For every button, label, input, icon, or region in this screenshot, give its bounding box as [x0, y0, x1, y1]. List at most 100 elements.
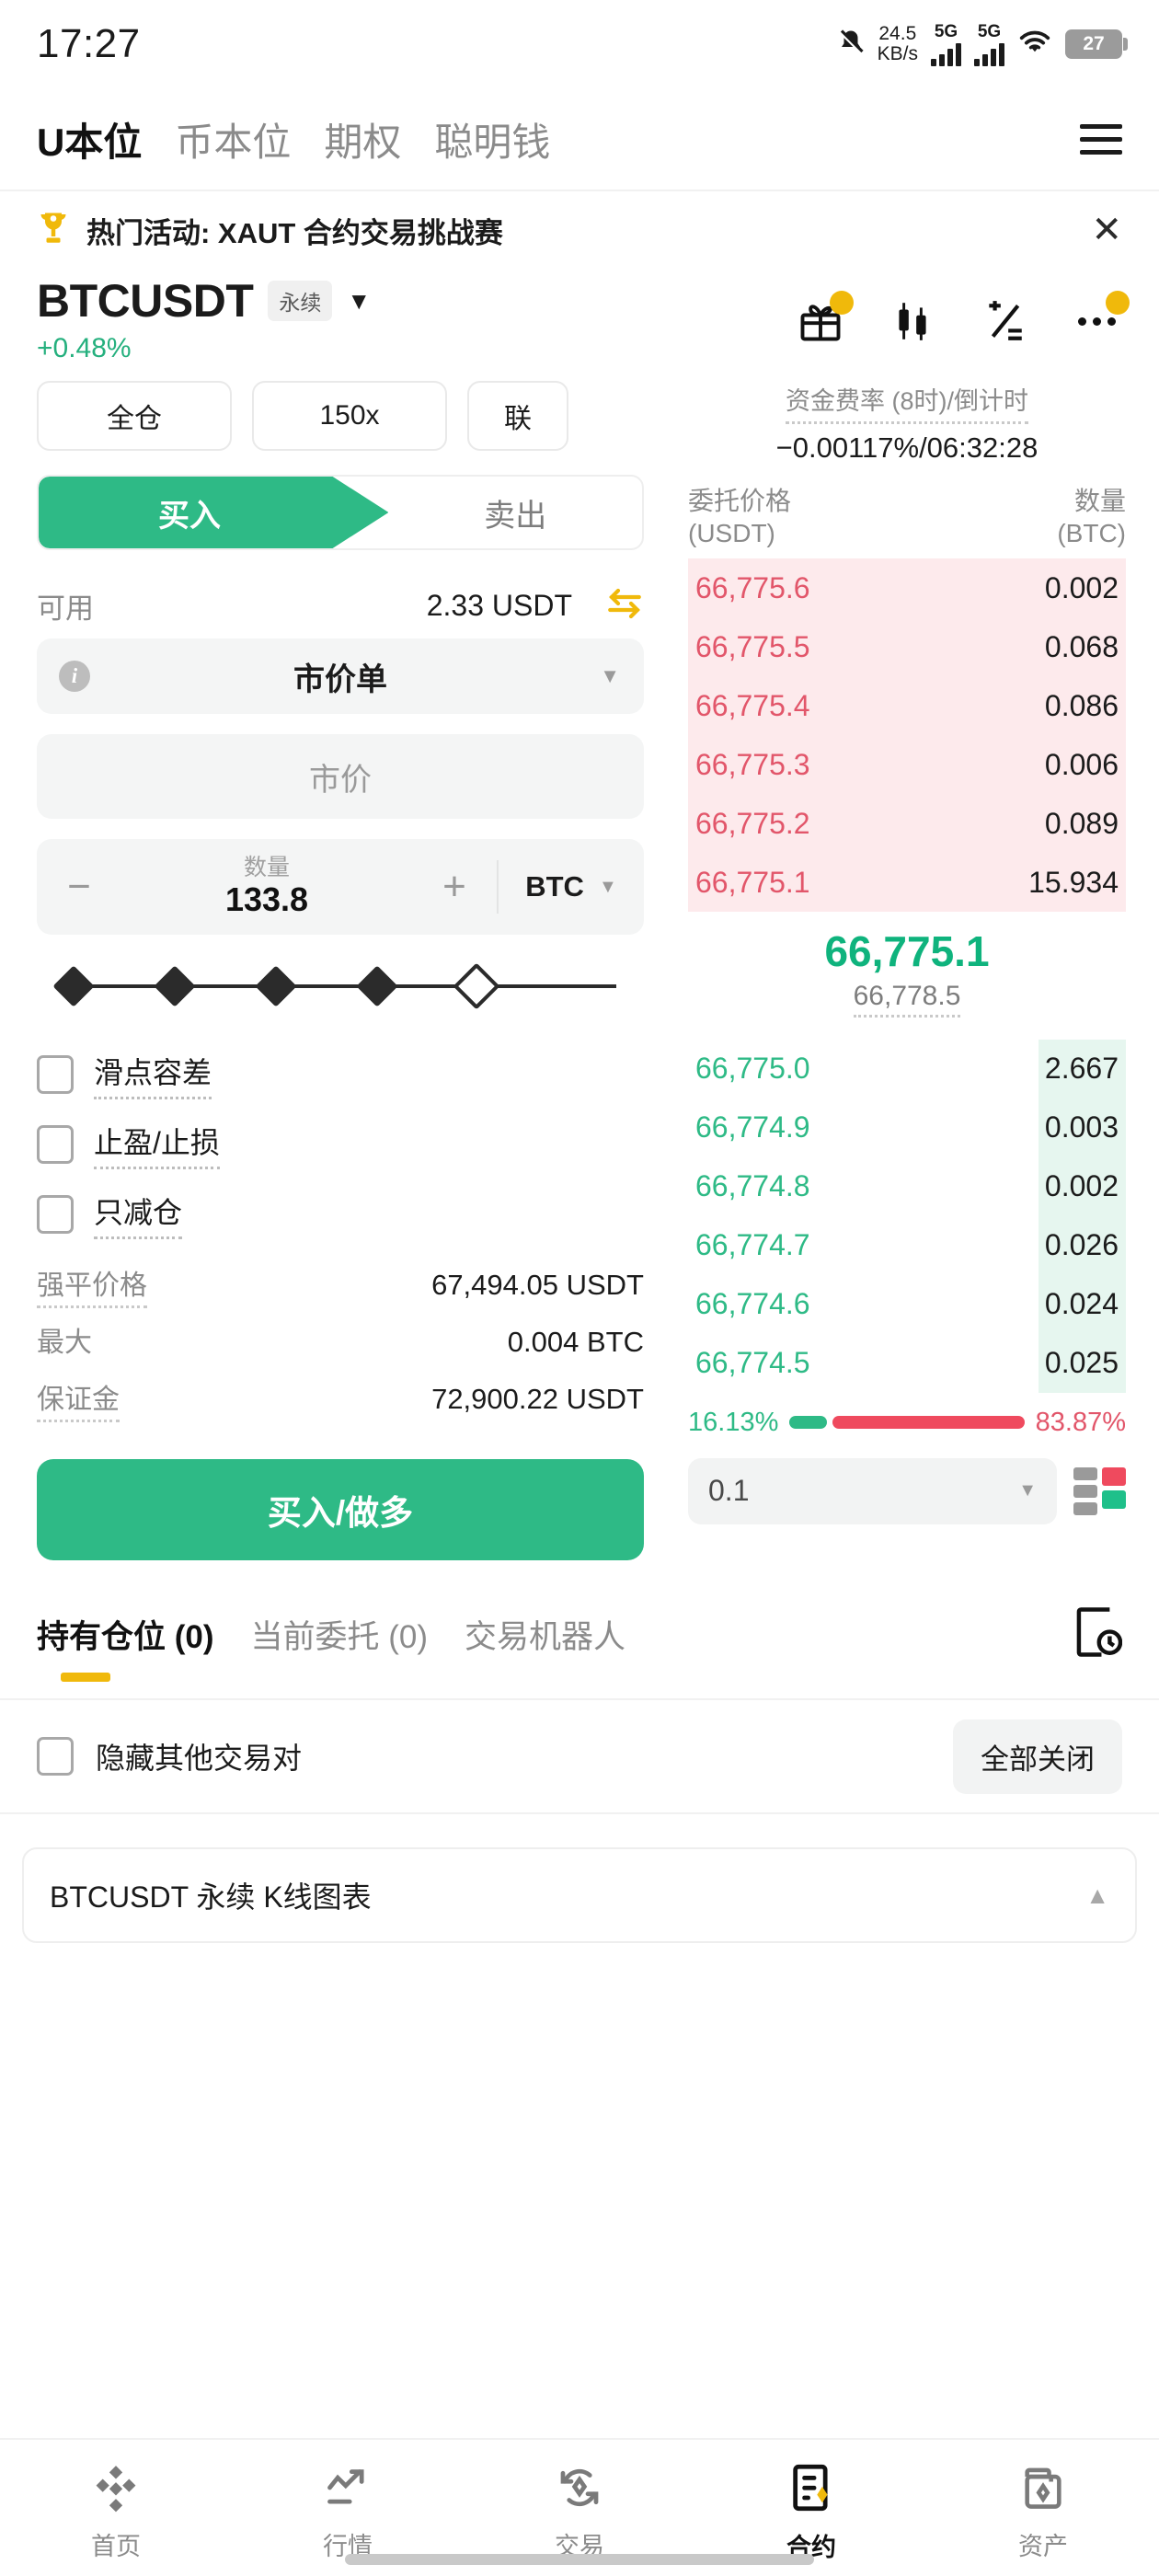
symbol-selector[interactable]: BTCUSDT 永续 ▼ — [37, 274, 371, 328]
chevron-up-icon[interactable]: ▲ — [1085, 1880, 1109, 1909]
percent-calculator-button[interactable] — [979, 294, 1030, 348]
reduce-only-checkbox[interactable] — [37, 1195, 74, 1234]
quantity-percent-slider[interactable] — [48, 959, 633, 1014]
tab-smart-money[interactable]: 聪明钱 — [434, 120, 551, 164]
funding-rate-block[interactable]: 资金费率 (8时)/倒计时 — [688, 381, 1126, 424]
tpsl-label: 止盈/止损 — [94, 1120, 220, 1169]
tab-trading-bot[interactable]: 交易机器人 — [465, 1618, 626, 1655]
tpsl-checkbox[interactable] — [37, 1125, 74, 1164]
more-badge-dot — [1106, 291, 1130, 315]
hide-other-pairs-label: 隐藏其他交易对 — [96, 1742, 303, 1775]
order-book-row[interactable]: 66,774.7 0.026 — [688, 1215, 1126, 1275]
ask-price: 66,775.6 — [695, 570, 810, 604]
bid-qty: 0.026 — [1044, 1228, 1119, 1262]
more-options-button[interactable] — [1071, 291, 1130, 348]
bid-qty: 0.024 — [1044, 1287, 1119, 1321]
liquidation-price-value: 67,494.05 USDT — [431, 1269, 644, 1301]
quantity-value: 133.8 — [224, 880, 309, 919]
order-info-list: 强平价格 67,494.05 USDT 最大 0.004 BTC 保证金 72,… — [37, 1262, 644, 1433]
nav-item-assets[interactable]: 资产 — [927, 2440, 1159, 2576]
checkbox-row-reduce-only[interactable]: 只减仓 — [37, 1179, 644, 1249]
status-bar: 17:27 24.5 KB/s 5G 5G 27 — [0, 0, 1159, 88]
divider — [0, 1812, 1159, 1814]
kline-chart-toggle[interactable]: BTCUSDT 永续 K线图表 ▲ — [22, 1847, 1137, 1943]
ask-price: 66,775.1 — [695, 865, 810, 899]
quantity-increment-button[interactable]: + — [442, 864, 466, 909]
slippage-label: 滑点容差 — [94, 1050, 212, 1099]
tab-open-orders[interactable]: 当前委托 (0) — [250, 1618, 429, 1655]
index-price: 66,778.5 — [853, 981, 961, 1018]
home-indicator — [345, 2554, 814, 2565]
tick-size-select[interactable]: 0.1 ▼ — [688, 1457, 1057, 1524]
tab-u-based[interactable]: U本位 — [37, 120, 143, 164]
slippage-checkbox[interactable] — [37, 1055, 74, 1094]
order-book-row[interactable]: 66,774.8 0.002 — [688, 1156, 1126, 1216]
chevron-down-icon[interactable]: ▼ — [347, 286, 372, 315]
order-book-row[interactable]: 66,774.5 0.025 — [688, 1333, 1126, 1393]
ratio-bar-sell — [832, 1416, 1025, 1430]
slider-node-50[interactable] — [255, 965, 297, 1007]
chevron-down-icon[interactable]: ▼ — [600, 664, 620, 687]
order-book-row[interactable]: 66,775.0 2.667 — [688, 1039, 1126, 1098]
bid-qty: 2.667 — [1044, 1052, 1119, 1086]
order-book-row[interactable]: 66,775.3 0.006 — [688, 735, 1126, 794]
order-book-panel: 资金费率 (8时)/倒计时 −0.00117%/06:32:28 委托价格 (U… — [681, 381, 1159, 1560]
swap-icon — [555, 2463, 604, 2517]
order-book-row[interactable]: 66,775.5 0.068 — [688, 617, 1126, 676]
close-icon[interactable]: ✕ — [1091, 210, 1122, 250]
order-book-row[interactable]: 66,775.6 0.002 — [688, 558, 1126, 617]
ask-qty: 0.006 — [1044, 747, 1119, 781]
promo-banner[interactable]: 热门活动: XAUT 合约交易挑战赛 ✕ — [0, 191, 1159, 269]
tab-options[interactable]: 期权 — [324, 120, 402, 164]
order-book-layout-toggle[interactable] — [1073, 1466, 1126, 1515]
quantity-input[interactable]: 数量 133.8 — [121, 854, 412, 919]
order-history-button[interactable] — [1073, 1605, 1123, 1663]
hide-other-pairs-checkbox[interactable] — [37, 1737, 74, 1776]
nav-item-home[interactable]: 首页 — [0, 2440, 232, 2576]
bid-price: 66,775.0 — [695, 1052, 810, 1086]
info-icon[interactable]: i — [59, 661, 90, 692]
buy-tab[interactable]: 买入 — [39, 477, 389, 548]
quantity-stepper: − 数量 133.8 + BTC ▼ — [37, 839, 644, 935]
buy-ratio-value: 16.13% — [688, 1407, 779, 1437]
layout-lines-icon — [1073, 1466, 1097, 1515]
submit-buy-long-button[interactable]: 买入/做多 — [37, 1459, 644, 1560]
quantity-unit-select[interactable]: BTC ▼ — [497, 860, 644, 914]
union-margin-button[interactable]: 联 — [467, 381, 568, 451]
quantity-decrement-button[interactable]: − — [67, 864, 91, 909]
checkbox-row-slippage[interactable]: 滑点容差 — [37, 1040, 644, 1110]
nav-item-markets[interactable]: 行情 — [232, 2440, 464, 2576]
margin-label: 保证金 — [37, 1376, 120, 1422]
slider-node-75[interactable] — [356, 965, 398, 1007]
symbol-header: BTCUSDT 永续 ▼ +0.48% — [0, 269, 1159, 364]
ask-price: 66,775.5 — [695, 629, 810, 663]
gift-button[interactable] — [795, 291, 854, 348]
ask-qty: 0.068 — [1044, 629, 1119, 663]
slider-node-0[interactable] — [52, 965, 95, 1007]
chevron-down-icon: ▼ — [1018, 1480, 1037, 1501]
sim2-label: 5G — [977, 21, 1002, 41]
menu-icon[interactable] — [1080, 123, 1122, 155]
transfer-icon[interactable] — [605, 587, 644, 625]
order-type-select[interactable]: i 市价单 ▼ — [37, 638, 644, 714]
tab-positions[interactable]: 持有仓位 (0) — [37, 1611, 214, 1682]
price-input[interactable]: 市价 — [37, 734, 644, 819]
tab-coin-based[interactable]: 币本位 — [175, 120, 292, 164]
close-all-button[interactable]: 全部关闭 — [953, 1719, 1122, 1794]
order-book-row[interactable]: 66,774.6 0.024 — [688, 1274, 1126, 1334]
quantity-label: 数量 — [243, 854, 290, 880]
candlestick-chart-button[interactable] — [887, 294, 938, 348]
sell-ratio-value: 83.87% — [1035, 1407, 1126, 1437]
status-time: 17:27 — [37, 21, 141, 66]
order-book-row[interactable]: 66,774.9 0.003 — [688, 1098, 1126, 1157]
margin-mode-button[interactable]: 全仓 — [37, 381, 232, 451]
order-book-row[interactable]: 66,775.2 0.089 — [688, 794, 1126, 853]
max-size-value: 0.004 BTC — [507, 1326, 644, 1358]
sell-tab[interactable]: 卖出 — [484, 498, 547, 534]
leverage-button[interactable]: 150x — [252, 381, 447, 451]
slider-handle[interactable] — [453, 962, 500, 1010]
order-book-row[interactable]: 66,775.1 15.934 — [688, 853, 1126, 912]
slider-node-25[interactable] — [154, 965, 196, 1007]
order-book-row[interactable]: 66,775.4 0.086 — [688, 676, 1126, 735]
checkbox-row-tpsl[interactable]: 止盈/止损 — [37, 1110, 644, 1179]
